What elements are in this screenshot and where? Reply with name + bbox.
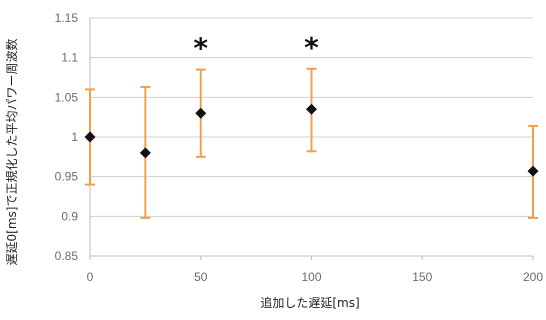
significance-mark-3: * [304, 31, 319, 64]
y-tick-label-3: 1 [71, 130, 78, 144]
error-bars [85, 67, 538, 219]
x-tick-label-1: 50 [194, 270, 208, 284]
x-tick-labels: 0 50 100 150 200 [87, 270, 544, 284]
data-point-4 [527, 165, 539, 177]
x-tick-label-0: 0 [87, 270, 94, 284]
axes [89, 18, 534, 260]
y-tick-label-1: 0.9 [61, 209, 78, 223]
y-axis-title: 遅延0[ms]で正規化した平均パワー周波数 [4, 39, 19, 266]
significance-mark-2: * [193, 32, 208, 65]
y-tick-label-4: 1.05 [55, 90, 79, 104]
y-tick-labels: 0.85 0.9 0.95 1 1.05 1.1 1.15 [55, 11, 79, 263]
y-tick-label-6: 1.15 [55, 11, 79, 25]
significance-markers: * * [193, 31, 319, 65]
x-tick-label-4: 200 [523, 270, 543, 284]
y-tick-label-0: 0.85 [55, 249, 79, 263]
data-point-2 [195, 107, 207, 119]
data-point-0 [84, 131, 96, 143]
x-tick-label-2: 100 [301, 270, 321, 284]
data-point-3 [306, 103, 317, 115]
data-points [84, 103, 539, 177]
x-tick-label-3: 150 [412, 270, 432, 284]
data-point-1 [139, 147, 151, 159]
y-tick-label-2: 0.95 [55, 170, 79, 184]
y-tick-label-5: 1.1 [61, 51, 78, 65]
x-axis-title: 追加した遅延[ms] [260, 295, 359, 310]
